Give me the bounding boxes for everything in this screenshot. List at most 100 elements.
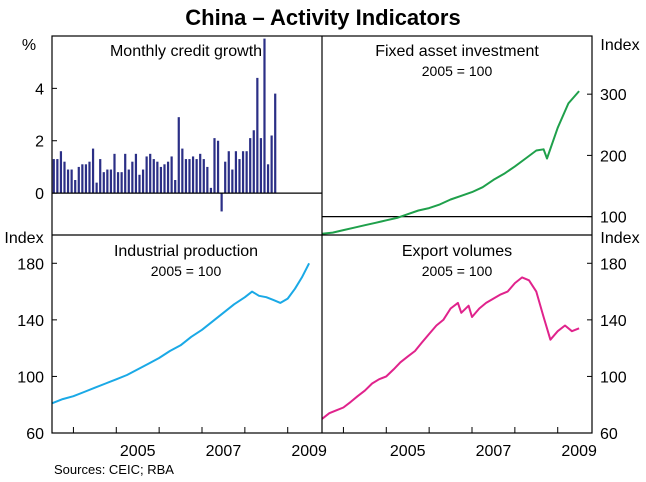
x-tick-label: 2007	[476, 443, 512, 460]
bar	[120, 172, 123, 194]
bar	[116, 172, 120, 194]
bar	[174, 180, 177, 194]
bar	[263, 38, 266, 194]
bar	[177, 117, 180, 194]
bar	[149, 153, 152, 194]
y-tick-label: 60	[26, 426, 44, 443]
bar	[256, 77, 259, 194]
bar	[134, 153, 138, 194]
bar	[74, 180, 77, 194]
bar	[91, 148, 95, 194]
y-tick-label: 180	[17, 256, 44, 273]
bar	[191, 156, 195, 194]
bar	[141, 169, 145, 194]
x-tick-label: 2009	[561, 443, 597, 460]
bar	[52, 159, 55, 194]
bar	[59, 151, 63, 194]
bar	[113, 153, 116, 194]
y-tick-label: 0	[35, 186, 44, 203]
unit-label: Index	[600, 37, 639, 54]
series-line	[321, 90, 580, 235]
bar	[274, 93, 277, 194]
panel-subtitle: 2005 = 100	[422, 263, 493, 279]
panel-fixed-asset-investment: 100 200 300 Fixed asset investment 2005 = …	[321, 37, 640, 235]
bar	[188, 159, 191, 194]
bar	[166, 161, 170, 194]
x-tick-label: 2005	[390, 443, 426, 460]
y-tick-label: 100	[17, 369, 44, 386]
panel-credit: 0 2 4 Monthly credit growth %	[22, 37, 322, 212]
unit-label: %	[22, 37, 36, 54]
bar	[159, 166, 163, 194]
panel-export-volumes: 60 100 140 180 Export volumes 2005 = 100 In…	[321, 230, 640, 443]
panel-subtitle: 2005 = 100	[151, 263, 222, 279]
bar	[249, 138, 252, 194]
bar	[245, 151, 248, 194]
y-tick-label: 60	[600, 426, 618, 443]
bar	[156, 161, 159, 194]
chart-title: China – Activity Indicators	[185, 5, 460, 30]
bar	[109, 169, 113, 194]
bar	[252, 130, 255, 194]
bar	[145, 156, 148, 194]
bar	[170, 156, 173, 194]
x-tick-label: 2005	[120, 443, 156, 460]
bar	[220, 193, 223, 212]
series-line	[51, 262, 310, 405]
bar	[224, 161, 227, 194]
bar	[88, 161, 91, 194]
panel-subtitle: 2005 = 100	[422, 63, 493, 79]
y-tick-label: 200	[600, 148, 627, 165]
bar	[99, 159, 102, 194]
y-tick-label: 140	[17, 313, 44, 330]
bar	[216, 140, 220, 194]
bar	[127, 169, 130, 194]
x-tick-label: 2007	[206, 443, 242, 460]
panel-title: Fixed asset investment	[375, 43, 539, 60]
y-tick-label: 2	[35, 134, 44, 151]
bar	[124, 153, 127, 194]
x-tick-label: 2009	[291, 443, 327, 460]
bar	[106, 169, 109, 194]
bar	[56, 159, 59, 194]
bar	[195, 159, 198, 194]
bar	[81, 164, 84, 194]
bar	[131, 161, 134, 194]
bar	[152, 159, 155, 194]
bar	[163, 164, 166, 194]
bar	[66, 169, 70, 194]
y-tick-label: 140	[600, 313, 627, 330]
unit-label: Index	[600, 230, 639, 247]
bar	[63, 161, 66, 194]
bar	[259, 138, 263, 194]
panel-title: Monthly credit growth	[110, 43, 262, 60]
bar	[206, 166, 209, 194]
bar	[199, 153, 202, 194]
y-tick-label: 4	[35, 81, 44, 98]
bar	[270, 135, 273, 194]
bar	[102, 172, 105, 194]
bar	[95, 182, 98, 194]
chart-frame: 2005 2007 2009 2005 2007 2009	[51, 35, 597, 460]
bar	[238, 159, 241, 194]
panel-title: Export volumes	[402, 243, 512, 260]
unit-label: Index	[4, 230, 43, 247]
y-tick-label: 100	[600, 210, 627, 227]
bar	[234, 151, 238, 194]
bar	[70, 169, 73, 194]
bar	[77, 166, 80, 194]
bar	[213, 138, 216, 194]
bar	[266, 164, 270, 194]
bar	[241, 151, 245, 194]
panel-industrial-production: 60 100 140 180 Industrial production 2005 =…	[4, 230, 310, 443]
bar	[202, 159, 205, 194]
bar	[231, 169, 234, 194]
bar	[84, 164, 88, 194]
bar	[184, 159, 188, 194]
y-tick-label: 300	[600, 87, 627, 104]
panel-title: Industrial production	[114, 243, 258, 260]
bar	[138, 174, 141, 194]
y-tick-label: 100	[600, 369, 627, 386]
bar	[227, 151, 230, 194]
y-tick-label: 180	[600, 256, 627, 273]
